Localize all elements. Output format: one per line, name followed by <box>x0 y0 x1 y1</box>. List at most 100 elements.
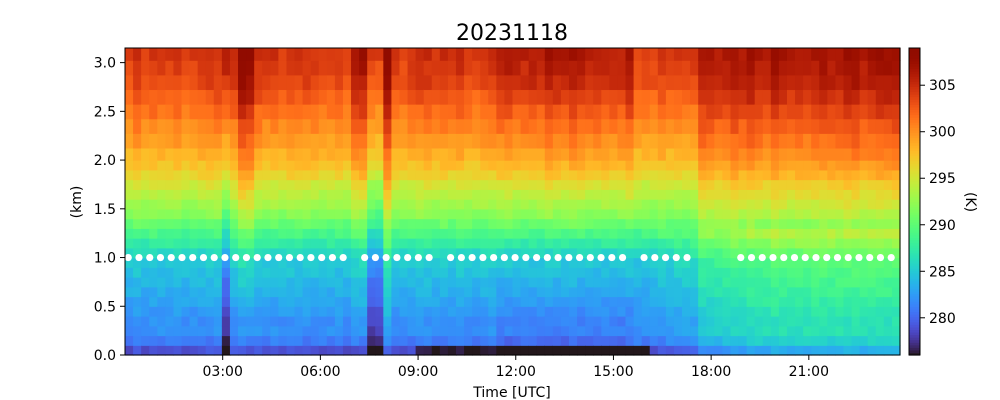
heatmap-cell <box>520 147 530 161</box>
heatmap-cell <box>375 238 384 249</box>
heatmap-cell <box>843 74 853 91</box>
heatmap-cell <box>334 189 344 200</box>
level-marker <box>758 253 766 262</box>
heatmap-cell <box>439 247 449 259</box>
heatmap-cell <box>512 147 522 161</box>
heatmap-cell <box>754 48 764 61</box>
heatmap-cell <box>213 296 223 307</box>
heatmap-cell <box>730 218 740 229</box>
heatmap-cell <box>617 147 627 161</box>
heatmap-cell <box>213 74 223 91</box>
heatmap-cell <box>738 169 748 181</box>
heatmap-cell <box>593 199 602 210</box>
heatmap-cell <box>577 48 586 61</box>
heatmap-cell <box>318 133 328 149</box>
heatmap-cell <box>795 199 804 210</box>
heatmap-cell <box>754 345 764 356</box>
heatmap-cell <box>690 89 699 105</box>
heatmap-cell <box>730 89 740 105</box>
heatmap-cell <box>455 60 465 76</box>
heatmap-cell <box>770 238 780 249</box>
heatmap-cell <box>552 267 562 278</box>
heatmap-cell <box>351 345 360 356</box>
heatmap-cell <box>528 169 538 181</box>
heatmap-cell <box>351 169 360 181</box>
heatmap-cell <box>649 228 659 239</box>
heatmap-cell <box>528 238 538 249</box>
heatmap-cell <box>682 286 691 298</box>
heatmap-cell <box>464 199 473 210</box>
colorbar-segment <box>909 293 920 297</box>
colorbar-segment <box>909 132 920 136</box>
heatmap-cell <box>464 257 473 268</box>
heatmap-cell <box>133 316 142 327</box>
heatmap-cell <box>173 133 183 149</box>
heatmap-cell <box>617 267 627 278</box>
heatmap-cell <box>657 286 667 298</box>
heatmap-cell <box>625 335 635 346</box>
heatmap-cell <box>351 199 360 210</box>
heatmap-cell <box>133 296 142 307</box>
heatmap-cell <box>722 147 732 161</box>
heatmap-cell <box>407 218 417 229</box>
heatmap-cell <box>795 286 804 298</box>
heatmap-cell <box>722 74 732 91</box>
heatmap-cell <box>439 345 449 356</box>
heatmap-cell <box>359 335 368 346</box>
heatmap-cell <box>302 74 312 91</box>
heatmap-cell <box>786 133 796 149</box>
heatmap-cell <box>391 160 401 171</box>
heatmap-cell <box>875 160 885 171</box>
heatmap-cell <box>569 118 578 134</box>
heatmap-cell <box>569 147 578 161</box>
heatmap-cell <box>803 325 812 337</box>
heatmap-cell <box>302 228 312 239</box>
heatmap-cell <box>125 267 134 278</box>
heatmap-cell <box>754 286 764 298</box>
heatmap-cell <box>883 316 893 327</box>
heatmap-cell <box>270 267 279 278</box>
heatmap-cell <box>601 257 610 268</box>
heatmap-cell <box>310 179 320 190</box>
heatmap-cell <box>891 133 901 149</box>
heatmap-cell <box>762 199 772 210</box>
heatmap-cell <box>286 118 296 134</box>
heatmap-cell <box>133 306 142 317</box>
heatmap-cell <box>746 218 756 229</box>
heatmap-cell <box>238 306 247 317</box>
heatmap-cell <box>213 277 223 288</box>
heatmap-cell <box>601 238 610 249</box>
heatmap-cell <box>342 257 352 268</box>
heatmap-cell <box>875 118 885 134</box>
heatmap-cell <box>657 147 667 161</box>
heatmap-cell <box>431 218 441 229</box>
heatmap-cell <box>149 257 158 268</box>
heatmap-cell <box>213 89 223 105</box>
heatmap-cell <box>706 179 715 190</box>
heatmap-cell <box>197 189 207 200</box>
heatmap-cell <box>819 48 828 61</box>
heatmap-cell <box>359 267 368 278</box>
heatmap-cell <box>439 277 449 288</box>
heatmap-cell <box>552 74 562 91</box>
heatmap-cell <box>641 160 651 171</box>
heatmap-cell <box>577 335 586 346</box>
heatmap-cell <box>512 345 522 356</box>
heatmap-cell <box>383 199 392 210</box>
heatmap-cell <box>447 228 457 239</box>
heatmap-cell <box>342 345 352 356</box>
heatmap-cell <box>593 160 602 171</box>
heatmap-cell <box>359 345 368 356</box>
heatmap-cell <box>585 147 594 161</box>
heatmap-cell <box>520 133 530 149</box>
heatmap-cell <box>577 104 586 120</box>
heatmap-cell <box>197 286 207 298</box>
colorbar-segment <box>909 129 920 134</box>
heatmap-cell <box>455 179 465 190</box>
heatmap-cell <box>496 247 506 259</box>
heatmap-cell <box>843 238 853 249</box>
heatmap-cell <box>415 238 425 249</box>
heatmap-cell <box>569 257 578 268</box>
heatmap-cell <box>803 286 812 298</box>
heatmap-cell <box>351 160 360 171</box>
